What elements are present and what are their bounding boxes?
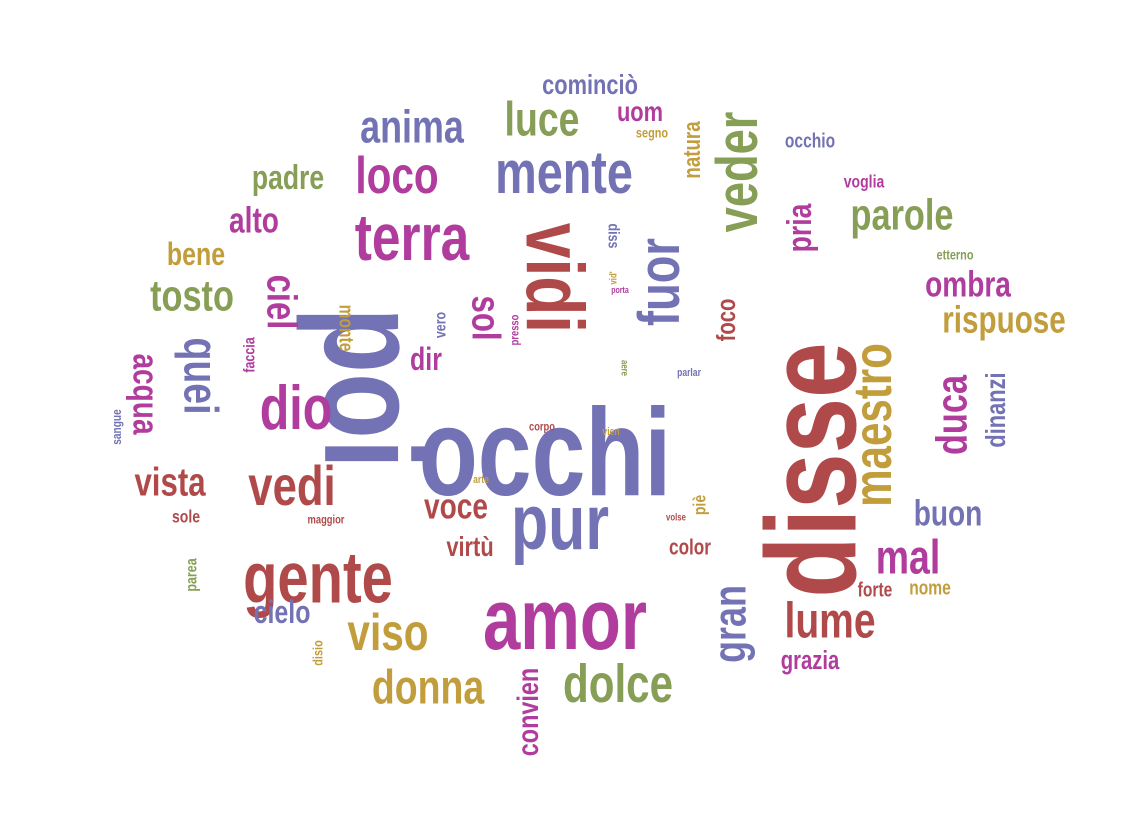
word-mente: mente (495, 140, 633, 207)
word-dolce: dolce (563, 654, 673, 714)
word-comincio: cominciò (542, 69, 638, 100)
word-dir: dir (410, 342, 442, 378)
word-diss: diss (604, 224, 622, 249)
word-loco: loco (355, 146, 438, 204)
word-viso: viso (347, 603, 428, 661)
word-natura: natura (679, 121, 706, 179)
word-rispuose: rispuose (942, 299, 1065, 341)
word-uom: uom (617, 96, 663, 127)
word-vedi: vedi (248, 455, 335, 517)
word-faccia: faccia (241, 336, 259, 372)
word-fuor: fuor (628, 238, 693, 326)
word-arte: arte (473, 474, 489, 486)
word-maggior: maggior (308, 513, 346, 526)
word-disio: disio (310, 640, 326, 666)
word-vien: vien (602, 426, 619, 438)
word-padre: padre (252, 159, 324, 197)
word-pie: piè (690, 495, 710, 515)
word-parlar: parlar (677, 367, 701, 379)
word-volse: volse (666, 511, 686, 522)
word-occhi: occhi (419, 382, 672, 521)
word-acqua: acqua (126, 353, 166, 435)
word-mal: mal (876, 531, 941, 585)
word-buon: buon (914, 493, 983, 533)
word-color: color (669, 536, 711, 561)
word-corpo: corpo (529, 420, 555, 433)
word-parole: parole (851, 190, 954, 239)
word-vero: vero (432, 312, 450, 339)
word-luce: luce (505, 93, 580, 147)
word-convien: convien (511, 668, 544, 756)
word-gente: gente (243, 538, 393, 618)
word-aere: aere (619, 360, 630, 376)
word-terra: terra (355, 200, 470, 275)
word-anima: anima (360, 101, 465, 152)
word-ciel: ciel (259, 275, 306, 330)
word-grazia: grazia (781, 646, 840, 675)
word-segno: segno (636, 125, 668, 141)
word-etterno: etterno (937, 247, 974, 263)
word-presso: presso (508, 314, 521, 345)
word-bene: bene (167, 237, 225, 273)
word-dio: dio (260, 373, 332, 442)
word-cloud-words: occhi disse poi amor vidi pur gente terra fuor ma… (110, 69, 1066, 756)
word-porta: porta (611, 285, 629, 295)
word-pria: pria (781, 203, 819, 253)
word-vid: vid' (607, 271, 618, 284)
word-amor: amor (483, 572, 647, 668)
word-disse: disse (741, 342, 884, 597)
word-donna: donna (372, 661, 485, 715)
word-duca: duca (927, 374, 976, 455)
word-vista: vista (134, 460, 206, 505)
word-sangue: sangue (110, 409, 124, 445)
word-maestro: maestro (843, 343, 903, 507)
word-foco: foco (712, 299, 741, 342)
word-cielo: cielo (254, 595, 311, 631)
word-quei: quei (173, 338, 227, 415)
word-ombra: ombra (925, 264, 1012, 304)
word-sol: sol (464, 295, 509, 340)
word-parea: parea (183, 557, 201, 591)
word-lume: lume (784, 592, 875, 649)
word-alto: alto (229, 200, 279, 240)
word-sole: sole (172, 507, 200, 527)
word-veder: veder (706, 112, 771, 233)
word-poi: poi (295, 307, 449, 468)
word-virtu: virtù (446, 531, 493, 562)
word-monte: monte (335, 305, 357, 352)
word-nome: nome (909, 577, 951, 599)
word-pur: pur (511, 479, 609, 566)
word-vidi: vidi (509, 223, 602, 333)
word-occhio: occhio (785, 130, 835, 152)
word-voglia: voglia (844, 172, 885, 192)
word-forte: forte (858, 579, 893, 601)
word-dinanzi: dinanzi (980, 372, 1011, 447)
word-voce: voce (424, 486, 488, 526)
word-tosto: tosto (150, 271, 234, 320)
word-gran: gran (704, 585, 755, 663)
